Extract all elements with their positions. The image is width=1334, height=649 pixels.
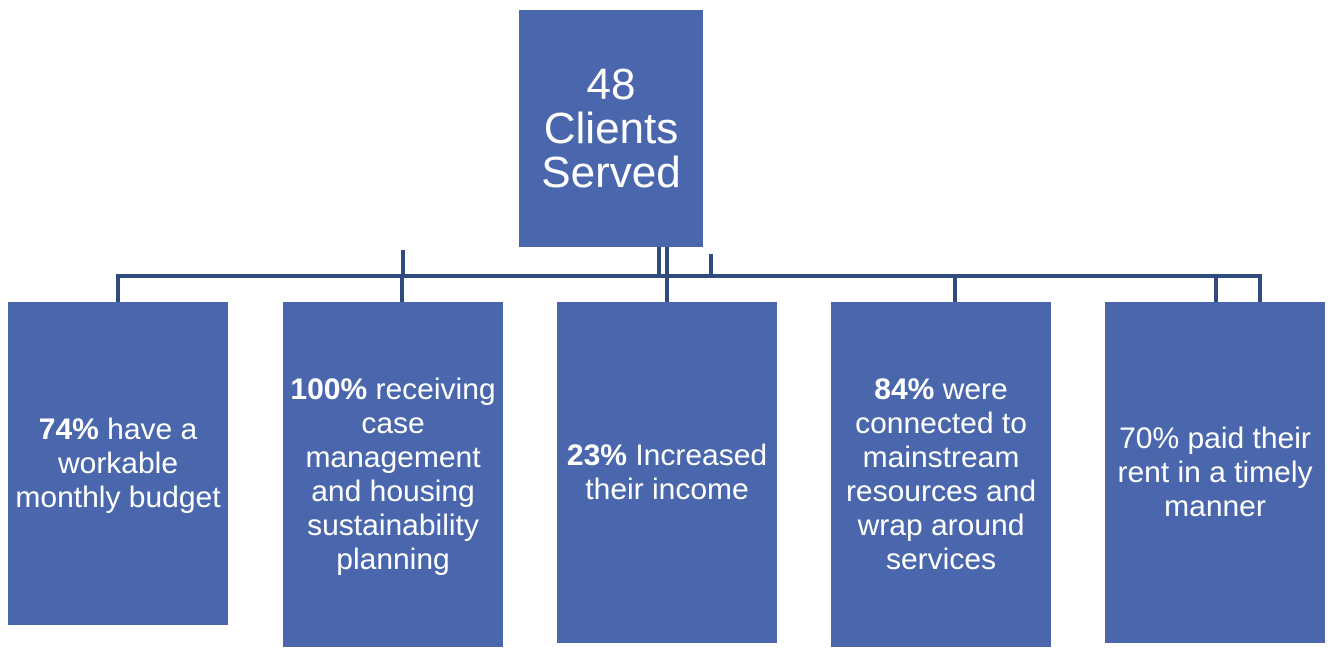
child-text: were connected to mainstream resources a… bbox=[845, 372, 1037, 576]
root-label: 48 Clients Served bbox=[541, 59, 681, 197]
root-node: 48 Clients Served bbox=[519, 10, 703, 247]
child-text: Increased their income bbox=[585, 438, 768, 506]
child-bold: 74% bbox=[38, 412, 99, 446]
child-bold: 100% bbox=[290, 372, 368, 406]
child-text: receiving case management and housing su… bbox=[305, 372, 496, 576]
child-text: have a workable monthly budget bbox=[15, 412, 221, 514]
child-node: 100% receiving case management and housi… bbox=[283, 302, 503, 647]
child-node: 74% have a workable monthly budget bbox=[8, 302, 228, 625]
child-bold: 84% bbox=[874, 372, 935, 406]
child-bold: 23% bbox=[566, 438, 627, 472]
child-text: 70% paid their rent in a timely manner bbox=[1117, 421, 1313, 523]
child-node: 84% were connected to mainstream resourc… bbox=[831, 302, 1051, 647]
child-node: 23% Increased their income bbox=[557, 302, 777, 643]
child-node: 70% paid their rent in a timely manner bbox=[1105, 302, 1325, 643]
